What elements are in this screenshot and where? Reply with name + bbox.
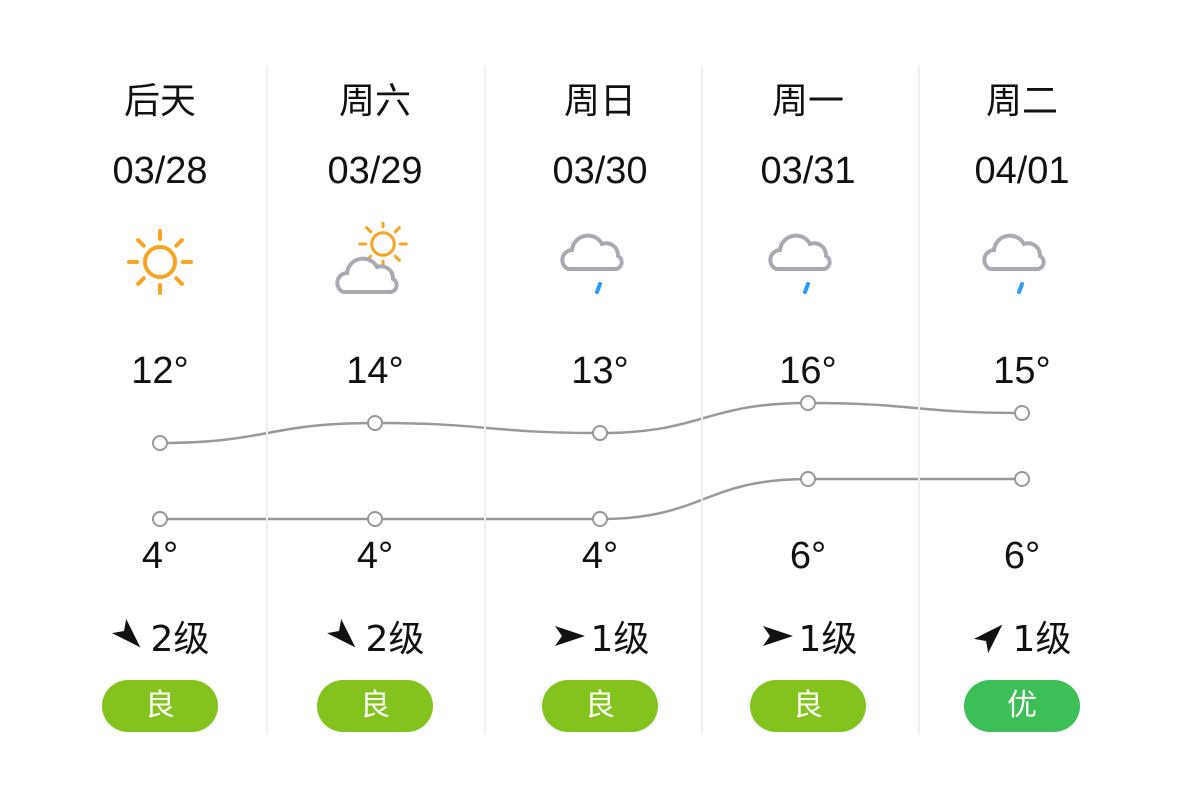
date-label: 04/01	[974, 150, 1070, 192]
air-quality-badge[interactable]: 良	[750, 680, 866, 732]
low-temp: 4°	[141, 535, 179, 577]
low-temp-line-point	[152, 511, 168, 527]
sunny-icon	[127, 229, 193, 295]
low-temp-line-point	[1014, 471, 1030, 487]
column-divider	[918, 66, 920, 734]
date-label: 03/29	[327, 150, 423, 192]
date-label: 03/31	[760, 150, 856, 192]
day-label: 后天	[123, 81, 196, 122]
date-label: 03/30	[552, 150, 648, 192]
low-temp: 6°	[789, 535, 827, 577]
high-temp-line-point	[152, 435, 168, 451]
forecast-day[interactable]: 周二 04/01 15° 6° 1级 优	[914, 0, 1130, 800]
light-rain-icon	[560, 233, 624, 294]
day-label: 周六	[338, 81, 411, 122]
date-label: 03/28	[112, 150, 208, 192]
air-quality-badge[interactable]: 良	[317, 680, 433, 732]
light-rain-icon	[982, 233, 1046, 294]
wind-direction-arrow-icon	[973, 624, 1002, 653]
wind-direction-arrow-icon	[554, 626, 585, 646]
wind-level: 1级	[590, 619, 650, 660]
low-temp-line-point	[367, 511, 383, 527]
high-temp: 12°	[131, 350, 189, 392]
high-temp-line-point	[800, 395, 816, 411]
high-temp: 15°	[993, 350, 1051, 392]
air-quality-badge[interactable]: 优	[964, 680, 1080, 732]
wind-level: 2级	[365, 619, 425, 660]
low-temp-line-point	[592, 511, 608, 527]
partly-cloudy-icon	[335, 222, 408, 294]
column-divider	[484, 66, 486, 734]
wind-info: 1级	[914, 610, 1130, 662]
forecast-day[interactable]: 周日 03/30 13° 4° 1级 良	[492, 0, 708, 800]
day-label: 周日	[563, 81, 636, 122]
wind-direction-arrow-icon	[762, 626, 793, 646]
wind-info: 2级	[52, 610, 268, 662]
air-quality-badge[interactable]: 良	[542, 680, 658, 732]
low-temp: 6°	[1003, 535, 1041, 577]
wind-direction-arrow-icon	[111, 619, 140, 648]
wind-info: 2级	[267, 610, 483, 662]
high-temp-line-point	[367, 415, 383, 431]
wind-info: 1级	[492, 610, 708, 662]
air-quality-badge[interactable]: 良	[102, 680, 218, 732]
wind-level: 2级	[150, 619, 210, 660]
low-temp: 4°	[356, 535, 394, 577]
column-divider	[266, 66, 268, 734]
light-rain-icon	[768, 233, 832, 294]
high-temp-line-point	[1014, 405, 1030, 421]
high-temp: 16°	[779, 350, 837, 392]
wind-level: 1级	[1012, 619, 1072, 660]
day-label: 周一	[771, 81, 844, 122]
wind-info: 1级	[700, 610, 916, 662]
wind-direction-arrow-icon	[326, 619, 355, 648]
forecast-day[interactable]: 后天 03/28 12° 4° 2级 良	[52, 0, 268, 800]
low-temp: 4°	[581, 535, 619, 577]
high-temp: 14°	[346, 350, 404, 392]
column-divider	[701, 66, 703, 734]
wind-level: 1级	[798, 619, 858, 660]
forecast-day[interactable]: 周六 03/29 14° 4° 2级 良	[267, 0, 483, 800]
low-temp-line-point	[800, 471, 816, 487]
high-temp: 13°	[571, 350, 629, 392]
high-temp-line-point	[592, 425, 608, 441]
day-label: 周二	[985, 81, 1058, 122]
forecast-day[interactable]: 周一 03/31 16° 6° 1级 良	[700, 0, 916, 800]
